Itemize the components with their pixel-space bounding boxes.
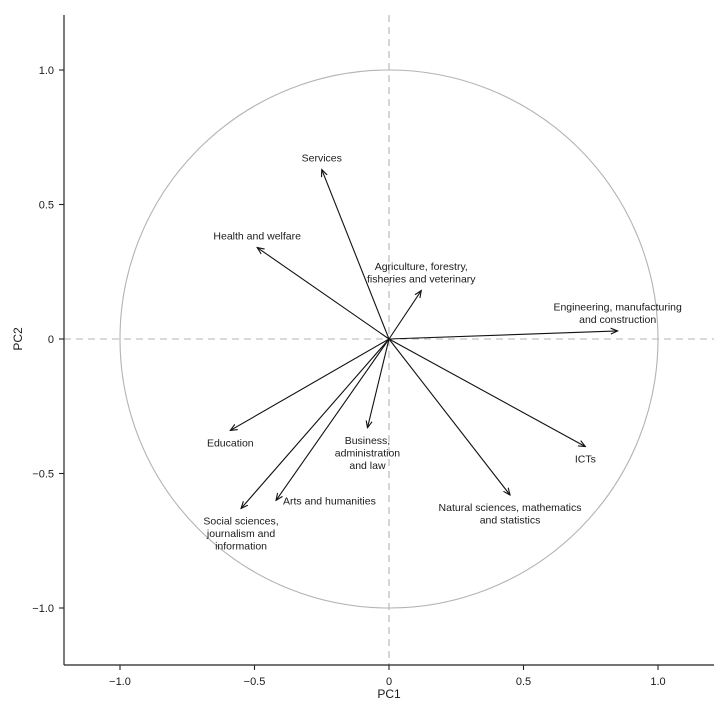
loading-vector: [388, 338, 585, 447]
loading-vector: [257, 248, 390, 340]
y-axis-title: PC2: [11, 327, 25, 351]
vector-label-line: Education: [207, 437, 254, 449]
loading-vector: [322, 170, 390, 340]
vector-label-line: journalism and: [206, 528, 275, 540]
loading-vector: [367, 338, 390, 428]
x-tick-label: −1.0: [109, 676, 131, 688]
loading-vector: [388, 338, 510, 495]
vector-label-line: Services: [302, 153, 342, 165]
vectors-layer: [230, 170, 617, 509]
vector-label-line: ICTs: [575, 454, 596, 466]
vector-label: ICTs: [575, 454, 596, 466]
vector-label: Education: [207, 437, 254, 449]
x-tick-label: −0.5: [244, 676, 266, 688]
vector-label-line: information: [215, 540, 267, 552]
loading-vector: [241, 338, 390, 508]
x-tick-label: 0: [386, 676, 392, 688]
axes-layer: −1.0 −0.5 0 0.5 1.0 −1.0 −0.5 0 0.5 1.0: [32, 15, 714, 688]
vector-label-line: Arts and humanities: [283, 495, 376, 507]
vector-label-line: and construction: [579, 314, 656, 326]
vector-label: Health and welfare: [213, 231, 301, 243]
x-tick-label: 1.0: [650, 676, 665, 688]
y-tick-label: −1.0: [32, 603, 54, 615]
loading-vector: [276, 338, 390, 500]
vector-label-line: fisheries and veterinary: [367, 274, 476, 286]
vector-label-line: and statistics: [480, 515, 541, 527]
loading-vector: [388, 291, 421, 340]
vector-label-line: Natural sciences, mathematics: [439, 502, 582, 514]
y-tick-label: 1.0: [39, 65, 54, 77]
vector-label-line: Social sciences,: [203, 515, 278, 527]
vector-label-line: and law: [349, 460, 386, 472]
vector-label: Agriculture, forestry, fisheries and vete…: [367, 261, 476, 286]
vector-label: Social sciences, journalism and informatio…: [203, 515, 278, 552]
vector-label: Natural sciences, mathematics and statist…: [439, 502, 582, 527]
vector-label: Engineering, manufacturing and constructi…: [553, 301, 682, 326]
x-axis-title: PC1: [377, 687, 401, 701]
loading-vector: [230, 338, 390, 430]
x-tick-label: 0.5: [516, 676, 531, 688]
vector-label: Business, administration and law: [335, 435, 401, 472]
vector-label-line: Health and welfare: [213, 231, 301, 243]
vector-label: Arts and humanities: [283, 495, 376, 507]
y-tick-label: 0.5: [39, 200, 54, 212]
loading-vector: [388, 331, 618, 340]
vector-label-line: Business,: [345, 435, 391, 447]
y-tick-label: 0: [48, 334, 54, 346]
vector-label-line: administration: [335, 447, 401, 459]
labels-layer: Services Health and welfare Agriculture, f…: [203, 153, 682, 553]
vector-label: Services: [302, 153, 342, 165]
vector-label-line: Engineering, manufacturing: [553, 301, 682, 313]
vector-label-line: Agriculture, forestry,: [375, 261, 468, 273]
y-tick-label: −0.5: [32, 469, 54, 481]
